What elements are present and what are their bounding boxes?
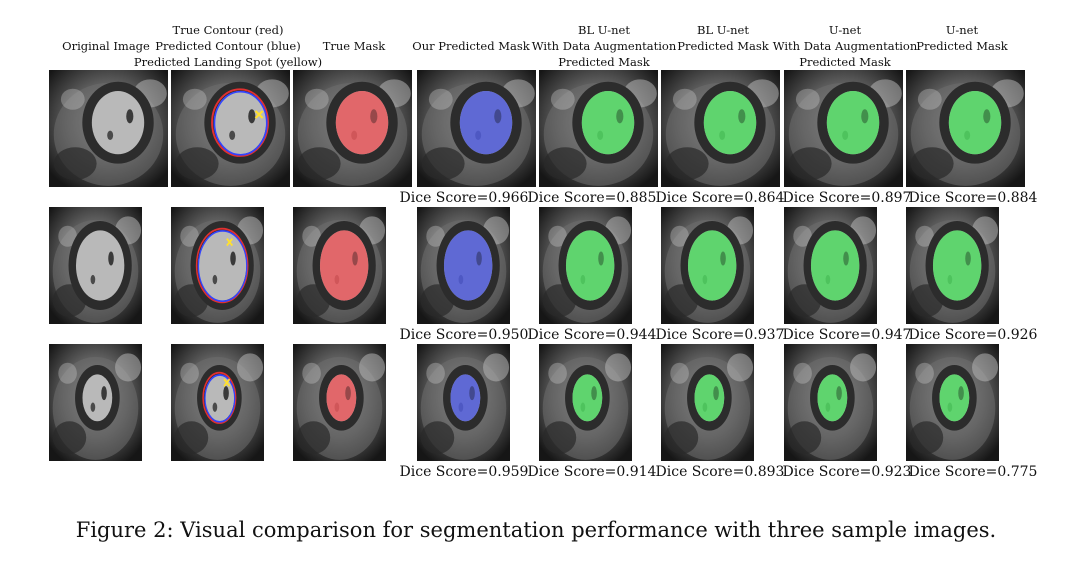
unet-mask bbox=[906, 70, 1025, 187]
header-line: Predicted Mask bbox=[799, 55, 891, 69]
true-mask bbox=[293, 207, 386, 324]
mri-slice-image bbox=[417, 207, 510, 324]
dice-score-label: Dice Score=0.959 bbox=[399, 464, 529, 480]
mri-slice-image bbox=[417, 344, 510, 461]
our-predicted-mask bbox=[417, 70, 536, 187]
bl-unet-aug-mask bbox=[539, 70, 658, 187]
dice-score-label: Dice Score=0.923 bbox=[782, 464, 912, 480]
dice-score-label: Dice Score=0.926 bbox=[908, 327, 1038, 343]
unet-aug-mask bbox=[784, 344, 877, 461]
header-line: U-net bbox=[945, 23, 979, 37]
bl-unet-aug-mask bbox=[539, 207, 632, 324]
header-line: Predicted Mask bbox=[558, 55, 650, 69]
mri-slice-image bbox=[49, 344, 142, 461]
bl-unet-aug-mask bbox=[539, 344, 632, 461]
mri-slice-image bbox=[906, 70, 1025, 187]
header-unet-aug: U-net With Data Augmentation Predicted M… bbox=[773, 22, 918, 70]
mri-slice-image bbox=[293, 70, 412, 187]
mri-slice-image bbox=[784, 344, 877, 461]
dice-score-label: Dice Score=0.775 bbox=[908, 464, 1038, 480]
dice-score-label: Dice Score=0.947 bbox=[782, 327, 912, 343]
dice-score-label: Dice Score=0.864 bbox=[655, 190, 785, 206]
header-line: Original Image bbox=[62, 39, 150, 53]
header-line: BL U-net bbox=[578, 23, 630, 37]
mri-slice-image bbox=[661, 344, 754, 461]
mri-slice-image bbox=[171, 207, 264, 324]
header-line: Predicted Mask bbox=[677, 39, 769, 53]
dice-score-label: Dice Score=0.944 bbox=[527, 327, 657, 343]
mri-slice-image bbox=[293, 344, 386, 461]
dice-score-label: Dice Score=0.884 bbox=[908, 190, 1038, 206]
header-bl-unet-aug: BL U-net With Data Augmentation Predicte… bbox=[532, 22, 677, 70]
mri-slice-image bbox=[906, 207, 999, 324]
mri-slice-image bbox=[171, 70, 290, 187]
bl-unet-mask bbox=[661, 207, 754, 324]
header-line: U-net bbox=[828, 23, 862, 37]
mri-slice-image bbox=[539, 207, 632, 324]
true-mask bbox=[293, 70, 412, 187]
header-contours: True Contour (red) Predicted Contour (bl… bbox=[134, 22, 322, 70]
mri-slice-image bbox=[784, 207, 877, 324]
our-predicted-mask bbox=[417, 344, 510, 461]
mri-slice-image bbox=[171, 344, 264, 461]
mri-slice-image bbox=[906, 344, 999, 461]
figure-caption: Figure 2: Visual comparison for segmenta… bbox=[75, 518, 997, 542]
header-line: With Data Augmentation bbox=[531, 39, 677, 53]
header-line: With Data Augmentation bbox=[772, 39, 918, 53]
mri-slice-image bbox=[539, 70, 658, 187]
unet-aug-mask bbox=[784, 207, 877, 324]
header-true-mask: True Mask bbox=[323, 38, 386, 54]
header-our-predicted-mask: Our Predicted Mask bbox=[412, 38, 529, 54]
mri-slice-image bbox=[49, 70, 168, 187]
true-mask bbox=[293, 344, 386, 461]
bl-unet-mask bbox=[661, 70, 780, 187]
contour-overlay bbox=[171, 70, 290, 187]
header-line: Predicted Mask bbox=[916, 39, 1008, 53]
mri-slice-image bbox=[661, 70, 780, 187]
dice-score-label: Dice Score=0.885 bbox=[527, 190, 657, 206]
our-predicted-mask bbox=[417, 207, 510, 324]
unet-aug-mask bbox=[784, 70, 903, 187]
mri-slice-image bbox=[293, 207, 386, 324]
mri-slice-image bbox=[661, 207, 754, 324]
contour-overlay bbox=[171, 344, 264, 461]
dice-score-label: Dice Score=0.893 bbox=[655, 464, 785, 480]
original-image bbox=[49, 344, 142, 461]
unet-mask bbox=[906, 344, 999, 461]
bl-unet-mask bbox=[661, 344, 754, 461]
mri-slice-image bbox=[784, 70, 903, 187]
header-line: True Contour (red) bbox=[172, 23, 284, 37]
dice-score-label: Dice Score=0.966 bbox=[399, 190, 529, 206]
mri-slice-image bbox=[539, 344, 632, 461]
dice-score-label: Dice Score=0.914 bbox=[527, 464, 657, 480]
header-bl-unet: BL U-net Predicted Mask bbox=[677, 22, 768, 54]
header-line: True Mask bbox=[322, 39, 386, 53]
header-original-image: Original Image bbox=[62, 38, 150, 54]
dice-score-label: Dice Score=0.897 bbox=[782, 190, 912, 206]
header-line: BL U-net bbox=[697, 23, 749, 37]
unet-mask bbox=[906, 207, 999, 324]
original-image bbox=[49, 207, 142, 324]
header-unet: U-net Predicted Mask bbox=[916, 22, 1007, 54]
header-line: Predicted Landing Spot (yellow) bbox=[133, 55, 323, 69]
mri-slice-image bbox=[49, 207, 142, 324]
header-line: Our Predicted Mask bbox=[412, 39, 530, 53]
contour-overlay bbox=[171, 207, 264, 324]
original-image bbox=[49, 70, 168, 187]
dice-score-label: Dice Score=0.950 bbox=[399, 327, 529, 343]
mri-slice-image bbox=[417, 70, 536, 187]
dice-score-label: Dice Score=0.937 bbox=[655, 327, 785, 343]
header-line: Predicted Contour (blue) bbox=[155, 39, 301, 53]
